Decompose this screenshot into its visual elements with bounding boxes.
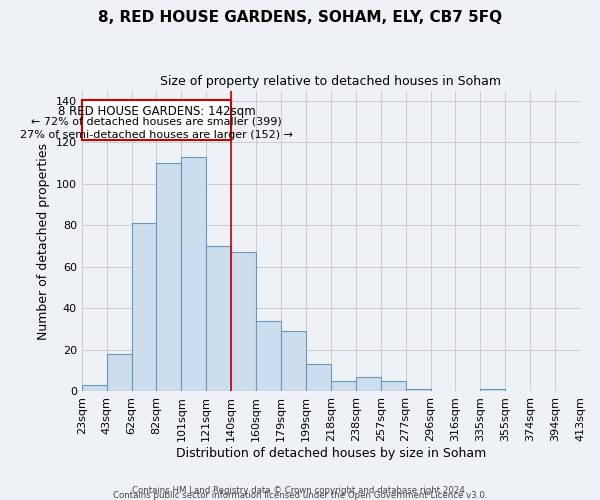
- Bar: [131, 224, 157, 392]
- Text: 8, RED HOUSE GARDENS, SOHAM, ELY, CB7 5FQ: 8, RED HOUSE GARDENS, SOHAM, ELY, CB7 5F…: [98, 10, 502, 25]
- X-axis label: Distribution of detached houses by size in Soham: Distribution of detached houses by size …: [176, 447, 486, 460]
- Title: Size of property relative to detached houses in Soham: Size of property relative to detached ho…: [160, 75, 502, 88]
- Text: 27% of semi-detached houses are larger (152) →: 27% of semi-detached houses are larger (…: [20, 130, 293, 140]
- Bar: [181, 157, 206, 392]
- Y-axis label: Number of detached properties: Number of detached properties: [37, 142, 50, 340]
- FancyBboxPatch shape: [82, 100, 231, 140]
- Text: 8 RED HOUSE GARDENS: 142sqm: 8 RED HOUSE GARDENS: 142sqm: [58, 104, 256, 118]
- Bar: [107, 354, 131, 392]
- Bar: [406, 390, 431, 392]
- Bar: [256, 321, 281, 392]
- Text: ← 72% of detached houses are smaller (399): ← 72% of detached houses are smaller (39…: [31, 117, 282, 127]
- Bar: [206, 246, 231, 392]
- Bar: [157, 163, 181, 392]
- Bar: [231, 252, 256, 392]
- Bar: [356, 377, 380, 392]
- Bar: [380, 381, 406, 392]
- Bar: [331, 381, 356, 392]
- Bar: [82, 385, 107, 392]
- Bar: [306, 364, 331, 392]
- Text: Contains HM Land Registry data © Crown copyright and database right 2024.: Contains HM Land Registry data © Crown c…: [132, 486, 468, 495]
- Bar: [281, 332, 306, 392]
- Bar: [481, 390, 505, 392]
- Text: Contains public sector information licensed under the Open Government Licence v3: Contains public sector information licen…: [113, 491, 487, 500]
